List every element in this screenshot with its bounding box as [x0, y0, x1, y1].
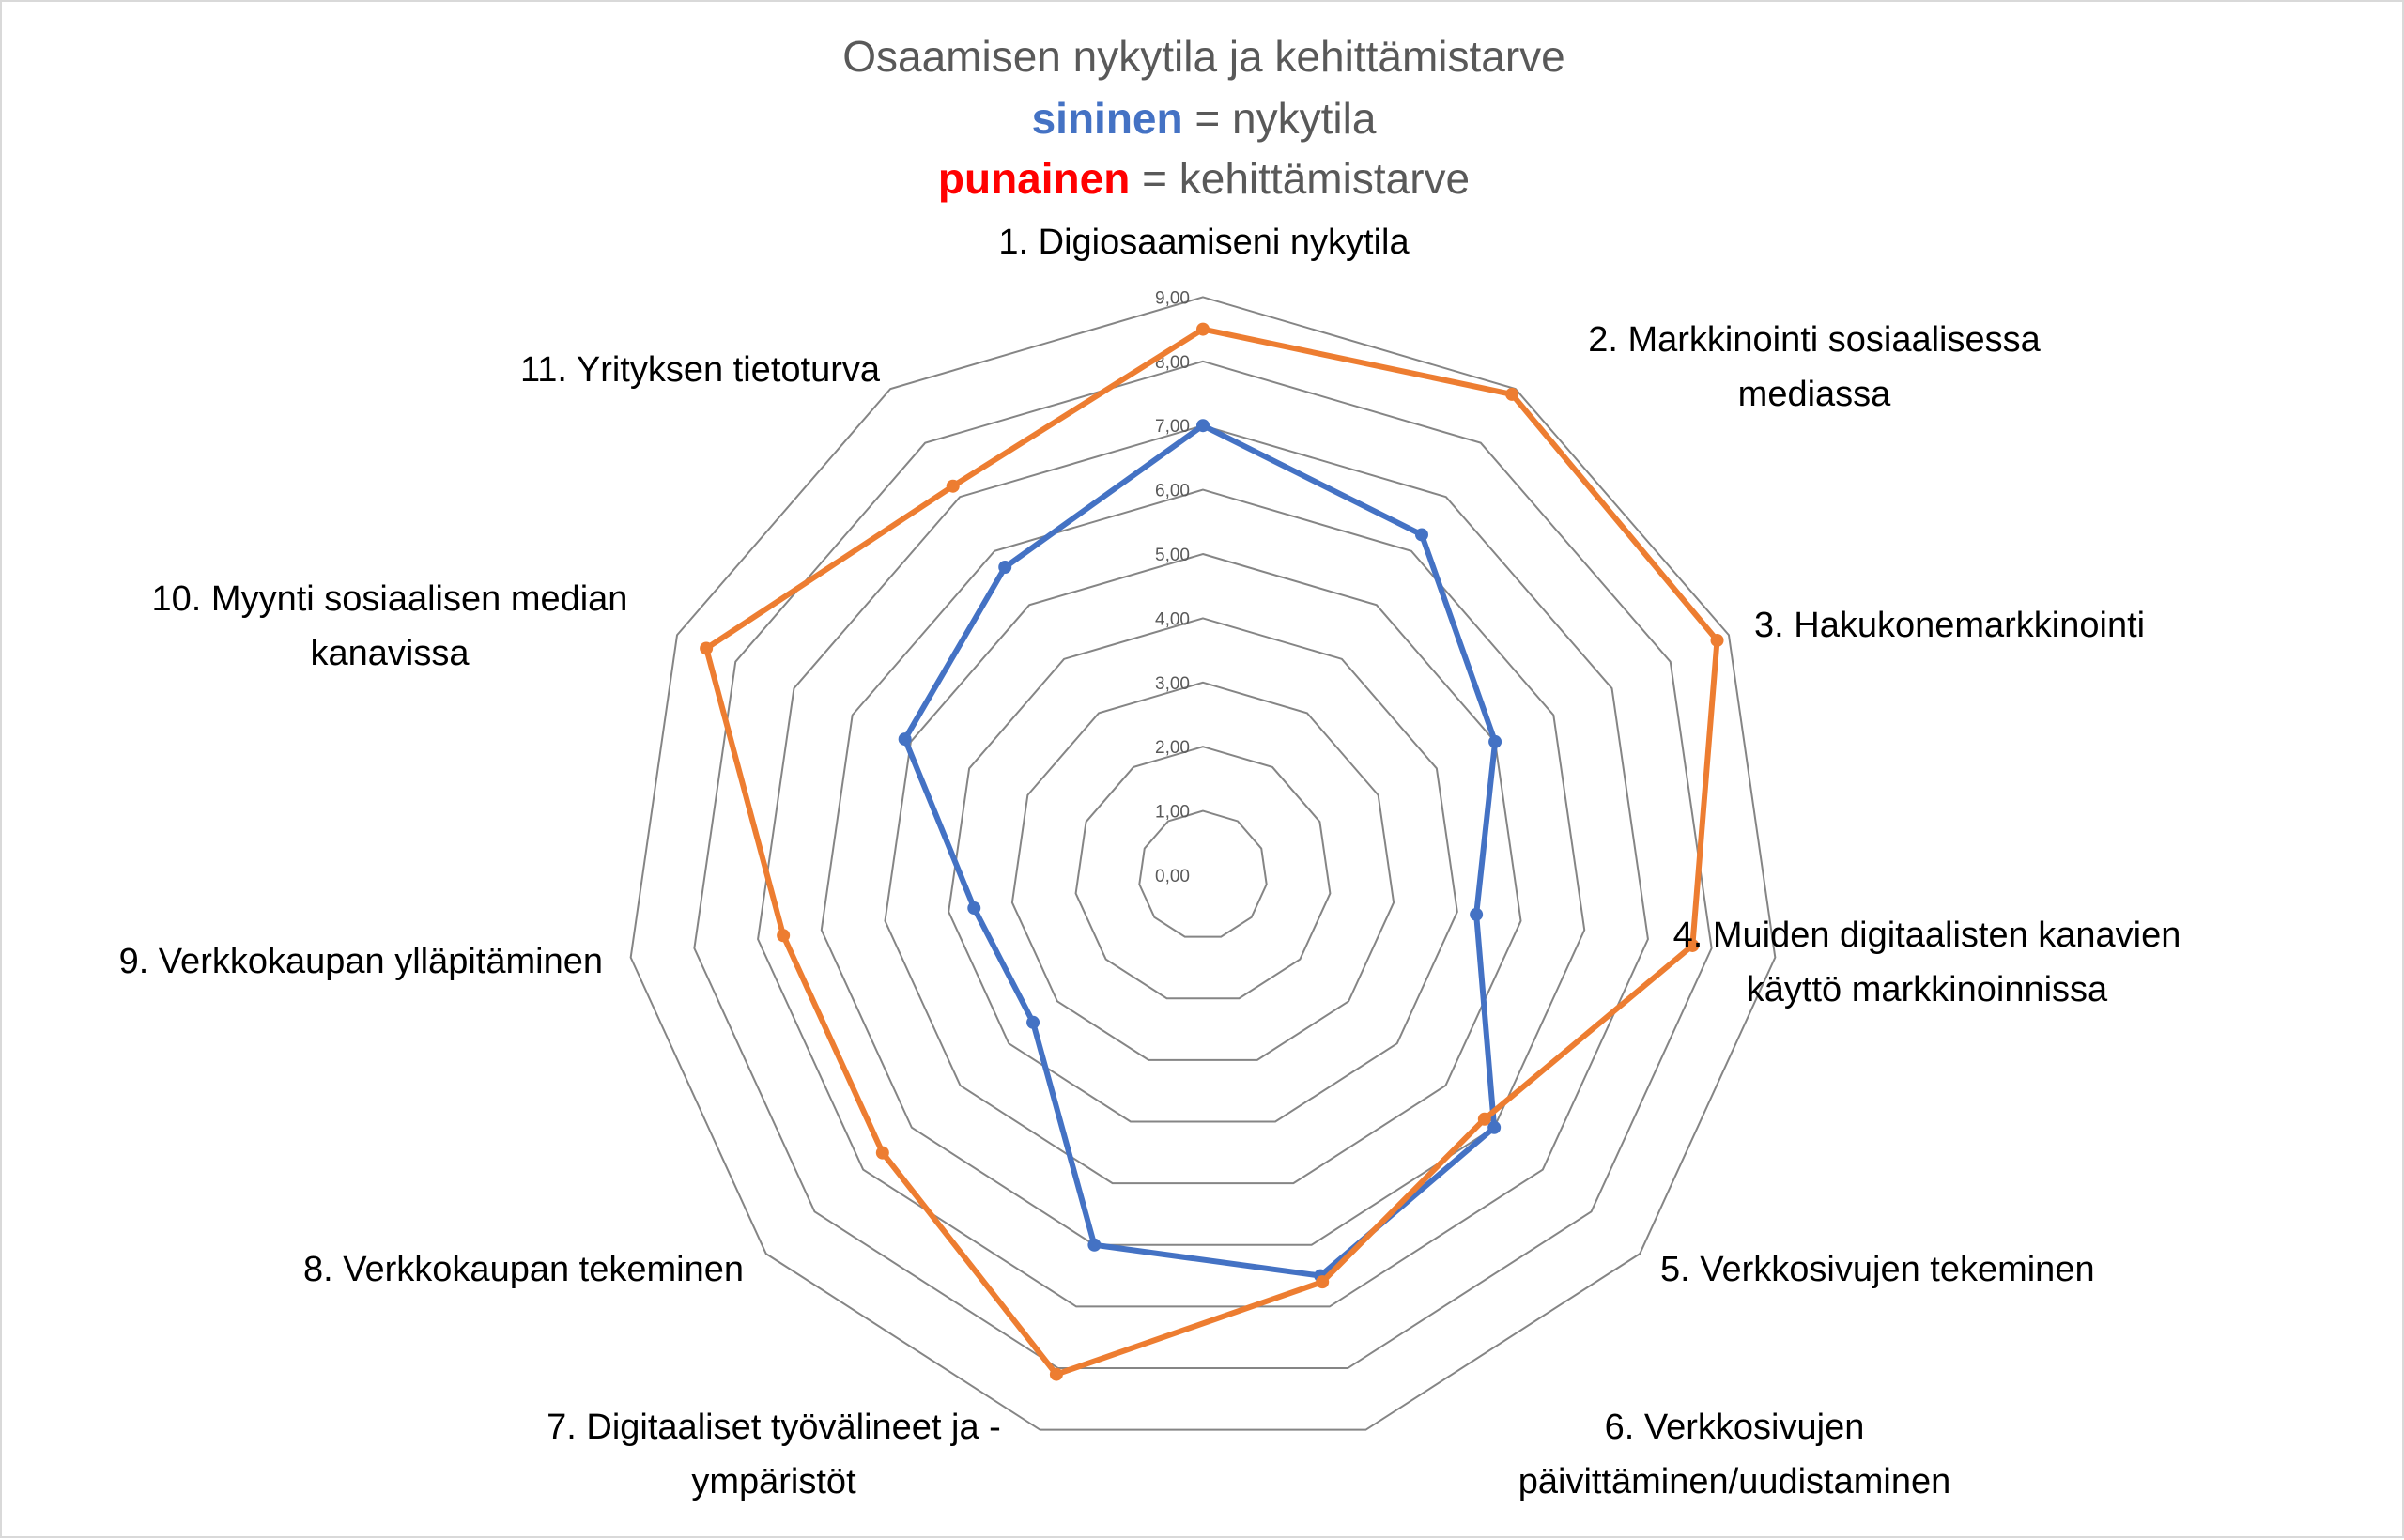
grid-ring-6 [820, 488, 1586, 1246]
category-label-7: 7. Digitaaliset työvälineet ja -ympärist… [547, 1408, 1001, 1502]
category-label-6: 6. Verkkosivujen päivittäminen/uudistamin… [1518, 1408, 1951, 1502]
category-label-10: 10. Myynti sosiaalisen median kanavissa [152, 579, 628, 673]
data-series [700, 322, 1724, 1381]
grid-ring-9 [629, 296, 1777, 1431]
category-label-5: 5. Verkkosivujen tekeminen [1660, 1250, 2095, 1289]
grid-ring-1 [1138, 809, 1268, 938]
category-label-8: 8. Verkkokaupan tekeminen [303, 1250, 744, 1289]
data-point-marker [1487, 1120, 1502, 1134]
data-point-marker [1196, 419, 1210, 433]
series-nykytila-line [902, 423, 1499, 1279]
category-labels: 1. Digiosaamiseni nykytila 2. Markkinoint… [119, 223, 2181, 1502]
data-point-marker [1470, 907, 1484, 921]
radar-grid [629, 296, 1777, 1431]
legend-line-blue: sininen = nykytila [1032, 94, 1377, 143]
grid-ring-5 [884, 552, 1522, 1185]
chart-title-group: Osaamisen nykytila ja kehittämistarve si… [842, 32, 1565, 203]
legend-red-keyword: punainen [938, 154, 1130, 203]
data-point-marker [777, 929, 791, 943]
data-point-marker [1196, 322, 1210, 336]
data-point-marker [1049, 1367, 1063, 1381]
tick-label: 2,00 [1155, 738, 1190, 758]
data-point-marker [1710, 633, 1724, 647]
data-point-marker [1477, 1112, 1491, 1126]
data-point-marker [700, 641, 714, 655]
grid-ring-3 [1010, 681, 1395, 1061]
tick-label: 6,00 [1155, 482, 1190, 501]
legend-blue-keyword: sininen [1032, 94, 1183, 143]
data-point-marker [1087, 1238, 1102, 1252]
grid-ring-2 [1074, 746, 1332, 1000]
data-point-marker [1686, 938, 1700, 952]
grid-ring-8 [693, 360, 1713, 1370]
category-label-9: 9. Verkkokaupan ylläpitäminen [119, 942, 603, 981]
radial-axis-ticks: 0,00 1,00 2,00 3,00 4,00 5,00 6,00 7,00 8,00 9,00 [1155, 288, 1190, 886]
tick-label: 1,00 [1155, 803, 1190, 823]
data-point-marker [967, 901, 981, 916]
category-label-1: 1. Digiosaamiseni nykytila [998, 223, 1410, 262]
legend-red-meaning: = kehittämistarve [1130, 154, 1470, 203]
grid-ring-4 [948, 617, 1458, 1123]
tick-label: 8,00 [1155, 353, 1190, 373]
data-point-marker [946, 479, 960, 493]
data-point-marker [1488, 734, 1502, 748]
tick-label: 0,00 [1155, 867, 1190, 886]
grid-ring-7 [757, 424, 1649, 1308]
category-label-2: 2. Markkinointi sosiaalisessa mediassa [1588, 320, 2041, 414]
tick-label: 3,00 [1155, 674, 1190, 694]
tick-label: 5,00 [1155, 546, 1190, 565]
series-kehittämistarve-line [703, 326, 1720, 1378]
category-label-4: 4. Muiden digitaalisten kanavien käyttö m… [1673, 916, 2181, 1009]
data-point-marker [875, 1146, 889, 1160]
tick-label: 4,00 [1155, 609, 1190, 629]
data-point-marker [1316, 1275, 1330, 1289]
legend-blue-meaning: = nykytila [1183, 94, 1377, 143]
data-point-marker [1414, 528, 1428, 542]
tick-label: 9,00 [1155, 288, 1190, 308]
tick-label: 7,00 [1155, 417, 1190, 437]
data-point-marker [898, 732, 912, 747]
legend-line-red: punainen = kehittämistarve [938, 154, 1470, 203]
data-point-marker [998, 561, 1012, 575]
category-label-3: 3. Hakukonemarkkinointi [1754, 606, 2145, 645]
chart-title: Osaamisen nykytila ja kehittämistarve [842, 32, 1565, 81]
category-label-11: 11. Yrityksen tietoturva [520, 350, 881, 390]
data-point-marker [1026, 1015, 1040, 1029]
data-point-marker [1505, 387, 1519, 401]
